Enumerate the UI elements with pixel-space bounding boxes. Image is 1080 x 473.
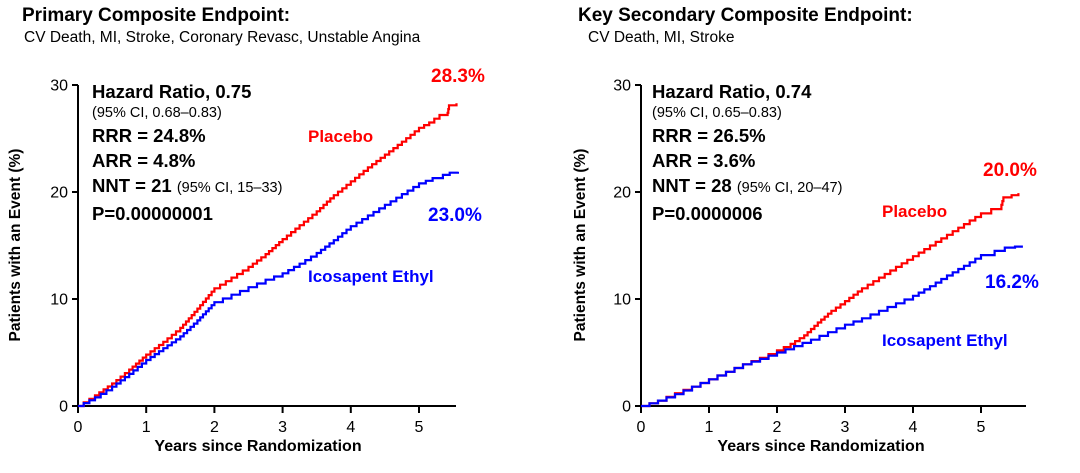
placebo-end-value: 20.0% xyxy=(983,160,1037,181)
hazard-ratio-text: Hazard Ratio, 0.75 xyxy=(92,81,252,102)
hazard-ci-text: (95% CI, 0.68–0.83) xyxy=(92,105,222,121)
x-axis-title: Years since Randomization xyxy=(154,438,362,455)
rrr-text: RRR = 26.5% xyxy=(652,125,766,146)
x-axis-title: Years since Randomization xyxy=(717,438,925,455)
y-tick-label: 20 xyxy=(613,185,631,202)
placebo-curve-label: Placebo xyxy=(308,127,374,146)
x-tick-label: 0 xyxy=(74,419,83,436)
panel-title: Key Secondary Composite Endpoint: xyxy=(578,5,913,26)
y-tick-label: 10 xyxy=(50,292,68,309)
nnt-text: NNT = 21 (95% CI, 15–33) xyxy=(92,175,283,196)
y-tick-label: 0 xyxy=(59,399,68,416)
panel-key-secondary-endpoint: Key Secondary Composite Endpoint: CV Dea… xyxy=(540,0,1080,473)
nnt-ci-text: (95% CI, 20–47) xyxy=(736,180,843,196)
x-tick-label: 5 xyxy=(977,419,986,436)
panel-primary-endpoint: Primary Composite Endpoint: CV Death, MI… xyxy=(7,5,485,455)
km-curve-placebo xyxy=(78,103,458,408)
x-tick-label: 3 xyxy=(278,419,287,436)
y-axis-title: Patients with an Event (%) xyxy=(572,148,589,342)
panel-subtitle: CV Death, MI, Stroke, Coronary Revasc, U… xyxy=(24,29,421,46)
km-plot-primary: 0 10 20 30 0 1 2 3 4 5 xyxy=(50,78,459,436)
km-curve-icosapent-ethyl xyxy=(641,245,1023,408)
icosapent-end-value: 23.0% xyxy=(428,205,482,226)
y-tick-label: 10 xyxy=(613,292,631,309)
x-tick-label: 3 xyxy=(841,419,850,436)
hazard-ci-text: (95% CI, 0.65–0.83) xyxy=(652,105,782,121)
x-tick-label: 2 xyxy=(773,419,782,436)
rrr-text: RRR = 24.8% xyxy=(92,125,206,146)
arr-text: ARR = 4.8% xyxy=(92,150,196,171)
placebo-end-value: 28.3% xyxy=(431,66,485,87)
y-tick-label: 20 xyxy=(50,185,68,202)
arr-text: ARR = 3.6% xyxy=(652,150,756,171)
placebo-curve-label: Placebo xyxy=(882,202,948,221)
x-tick-label: 5 xyxy=(415,419,424,436)
panel-subtitle: CV Death, MI, Stroke xyxy=(588,29,735,46)
p-value-text: P=0.0000006 xyxy=(652,203,763,224)
y-tick-label: 0 xyxy=(622,399,631,416)
x-tick-label: 0 xyxy=(637,419,646,436)
panel-title: Primary Composite Endpoint: xyxy=(22,5,291,26)
hazard-ratio-text: Hazard Ratio, 0.74 xyxy=(652,81,812,102)
km-plot-secondary: 0 10 20 30 0 1 2 3 4 5 xyxy=(613,78,1026,436)
x-tick-label: 2 xyxy=(210,419,219,436)
icosapent-curve-label: Icosapent Ethyl xyxy=(882,331,1008,350)
y-axis-title: Patients with an Event (%) xyxy=(7,148,24,342)
stats-block: Hazard Ratio, 0.75 (95% CI, 0.68–0.83) R… xyxy=(92,80,282,227)
stats-block: Hazard Ratio, 0.74 (95% CI, 0.65–0.83) R… xyxy=(652,80,842,227)
x-tick-label: 1 xyxy=(705,419,714,436)
x-tick-label: 1 xyxy=(142,419,151,436)
x-tick-label: 4 xyxy=(346,419,355,436)
nnt-text: NNT = 28 (95% CI, 20–47) xyxy=(652,175,843,196)
nnt-ci-text: (95% CI, 15–33) xyxy=(176,180,283,196)
y-tick-label: 30 xyxy=(50,78,68,95)
icosapent-end-value: 16.2% xyxy=(985,272,1039,293)
y-tick-label: 30 xyxy=(613,78,631,95)
icosapent-curve-label: Icosapent Ethyl xyxy=(308,267,434,286)
km-curve-icosapent-ethyl xyxy=(78,171,459,408)
x-tick-label: 4 xyxy=(909,419,918,436)
p-value-text: P=0.00000001 xyxy=(92,203,213,224)
